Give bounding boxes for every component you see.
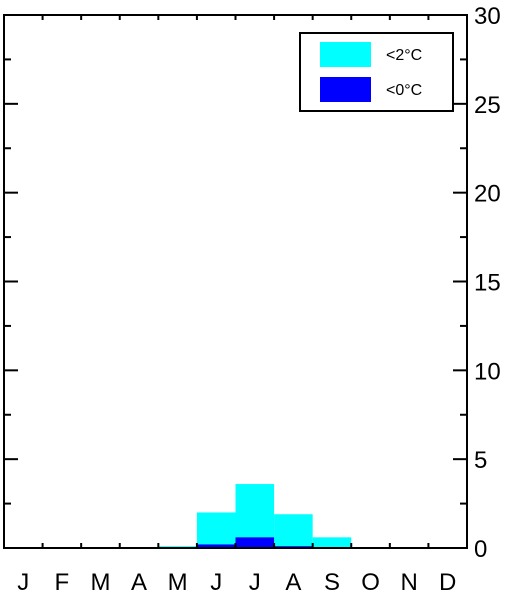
x-tick-label: M <box>168 569 188 596</box>
legend: <2°C <0°C <box>299 32 454 112</box>
x-tick-label: J <box>249 569 261 596</box>
x-tick-label: O <box>361 569 380 596</box>
x-tick-label: D <box>439 569 456 596</box>
y-tick-label: 10 <box>474 358 501 385</box>
bar-series1-5 <box>196 544 236 548</box>
legend-label-0: <2°C <box>386 47 422 64</box>
x-tick-label: A <box>285 569 301 596</box>
x-tick-label: N <box>400 569 417 596</box>
y-tick-label: 5 <box>474 447 487 474</box>
x-tick-label: S <box>324 569 340 596</box>
y-tick-label: 15 <box>474 270 501 297</box>
bar-series0-8 <box>312 537 352 548</box>
x-tick-label: J <box>210 569 222 596</box>
x-tick-label: J <box>17 569 29 596</box>
bars-layer <box>158 484 390 548</box>
y-axis: 0 5 10 15 20 25 30 <box>4 3 501 563</box>
bar-series1-6 <box>235 537 275 548</box>
bar-series0-5 <box>196 512 236 548</box>
y-tick-label: 0 <box>474 536 487 563</box>
x-tick-label: A <box>131 569 147 596</box>
x-tick-label: M <box>90 569 110 596</box>
y-tick-label: 25 <box>474 92 501 119</box>
legend-label-1: <0°C <box>386 82 422 99</box>
bar-series0-7 <box>274 514 313 548</box>
legend-swatch-0 <box>320 42 371 67</box>
y-tick-label: 20 <box>474 181 501 208</box>
y-tick-label: 30 <box>474 3 501 30</box>
x-tick-label: F <box>55 569 70 596</box>
legend-swatch-1 <box>320 77 371 102</box>
